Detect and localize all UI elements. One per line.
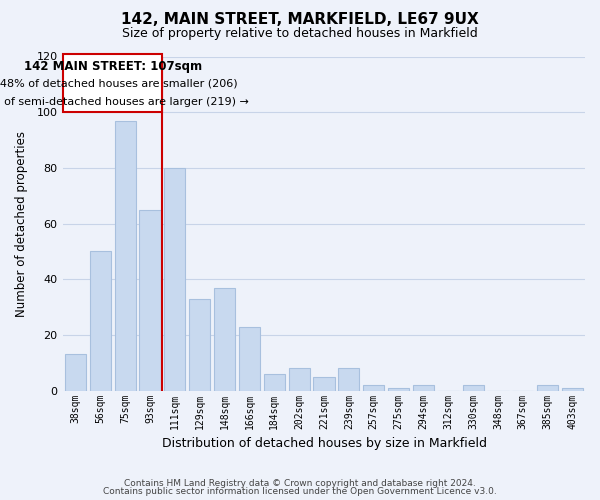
- Bar: [115, 120, 136, 390]
- Text: 142 MAIN STREET: 107sqm: 142 MAIN STREET: 107sqm: [23, 60, 202, 73]
- Bar: [239, 326, 260, 390]
- Bar: [289, 368, 310, 390]
- Text: Contains public sector information licensed under the Open Government Licence v3: Contains public sector information licen…: [103, 487, 497, 496]
- Bar: [65, 354, 86, 390]
- Bar: [189, 299, 210, 390]
- Bar: [139, 210, 161, 390]
- Text: 51% of semi-detached houses are larger (219) →: 51% of semi-detached houses are larger (…: [0, 97, 249, 107]
- Bar: [164, 168, 185, 390]
- Bar: [463, 385, 484, 390]
- Bar: [388, 388, 409, 390]
- Text: 142, MAIN STREET, MARKFIELD, LE67 9UX: 142, MAIN STREET, MARKFIELD, LE67 9UX: [121, 12, 479, 28]
- Bar: [264, 374, 285, 390]
- Bar: [214, 288, 235, 391]
- Bar: [413, 385, 434, 390]
- Text: Size of property relative to detached houses in Markfield: Size of property relative to detached ho…: [122, 28, 478, 40]
- Y-axis label: Number of detached properties: Number of detached properties: [15, 130, 28, 316]
- Bar: [537, 385, 558, 390]
- X-axis label: Distribution of detached houses by size in Markfield: Distribution of detached houses by size …: [161, 437, 487, 450]
- Text: ← 48% of detached houses are smaller (206): ← 48% of detached houses are smaller (20…: [0, 79, 238, 89]
- Bar: [363, 385, 384, 390]
- Bar: [338, 368, 359, 390]
- Bar: [90, 252, 111, 390]
- Bar: [562, 388, 583, 390]
- Bar: [313, 376, 335, 390]
- Text: Contains HM Land Registry data © Crown copyright and database right 2024.: Contains HM Land Registry data © Crown c…: [124, 478, 476, 488]
